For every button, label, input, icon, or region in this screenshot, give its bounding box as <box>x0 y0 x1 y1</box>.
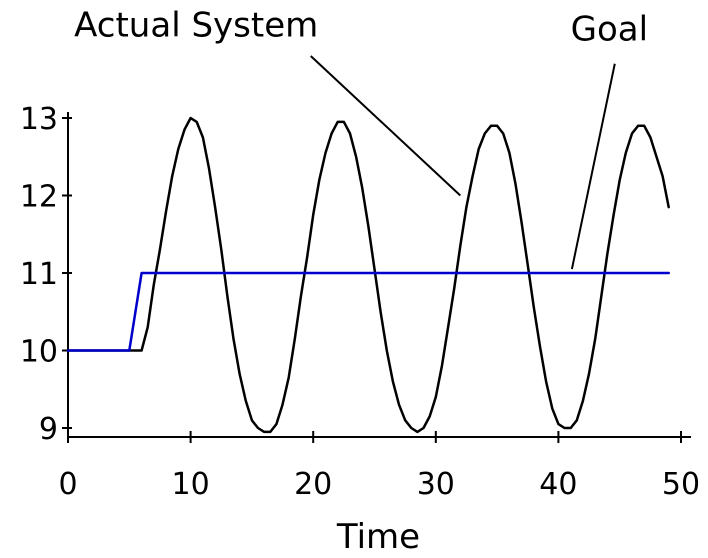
annotation-leader-goal <box>570 63 616 270</box>
x-tick-label: 10 <box>172 467 210 502</box>
y-tick-label: 12 <box>20 180 58 215</box>
x-tick-label: 0 <box>58 467 77 502</box>
x-ticks: 0 10 20 30 40 50 <box>58 431 700 502</box>
annotation-leader-actual-system <box>310 55 462 197</box>
x-axis-title: Time <box>336 517 420 554</box>
series-line-actual-system <box>66 116 670 434</box>
y-tick-label: 11 <box>20 257 58 292</box>
x-tick-label: 20 <box>294 467 332 502</box>
annotation-label-actual-system: Actual System <box>74 6 318 46</box>
annotation-layer: Actual System Goal <box>74 6 648 270</box>
axes: 0 10 20 30 40 50 9 10 11 12 13 <box>20 102 700 502</box>
annotation-label-goal: Goal <box>571 10 648 50</box>
y-tick-label: 9 <box>39 412 58 447</box>
series-line-goal <box>66 271 670 352</box>
series-layer <box>66 116 670 434</box>
y-tick-label: 13 <box>20 102 58 137</box>
x-tick-label: 30 <box>417 467 455 502</box>
x-tick-label: 40 <box>539 467 577 502</box>
y-ticks: 9 10 11 12 13 <box>20 102 72 447</box>
y-tick-label: 10 <box>20 335 58 370</box>
x-tick-label: 50 <box>662 467 700 502</box>
